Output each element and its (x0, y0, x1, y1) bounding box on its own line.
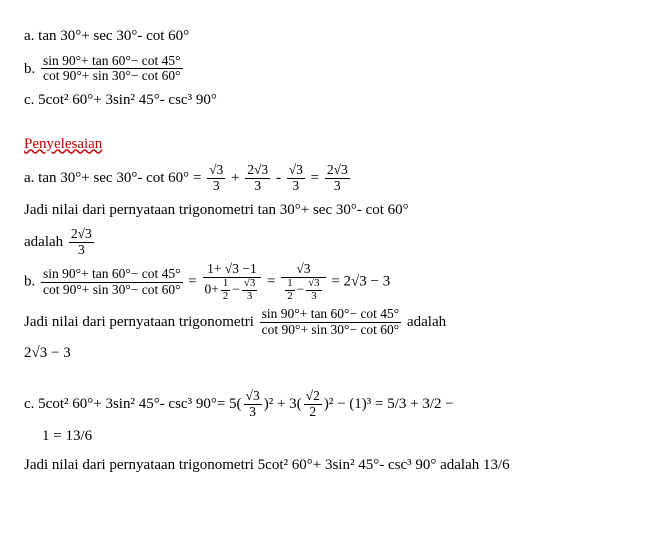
equals-sign: = (188, 274, 200, 290)
sol-a-frac1: √3 3 (207, 163, 225, 194)
frac-den: 2 (304, 405, 322, 420)
frac-den: 2 (285, 291, 294, 303)
adalah-text: adalah (24, 234, 67, 250)
frac-den: 3 (69, 243, 94, 258)
spacer (24, 371, 623, 385)
solution-a-line: a. tan 30°+ sec 30°- cot 60° = √3 3 + 2√… (24, 163, 623, 194)
nested-frac: 12 (221, 278, 230, 303)
frac-den: 3 (306, 291, 321, 303)
sol-b-m2: √3 12−√33 (281, 262, 325, 303)
problem-b-fraction: sin 90°+ tan 60°− cot 45° cot 90°+ sin 3… (41, 54, 183, 85)
minus-sign: − (232, 281, 240, 296)
solution-c-line1: c. 5cot² 60°+ 3sin² 45°- csc³ 90°= 5(√33… (24, 389, 623, 420)
plus-sign: + (231, 170, 243, 186)
solution-c-conclusion: Jadi nilai dari pernyataan trigonometri … (24, 453, 623, 479)
sol-b-label: b. (24, 274, 35, 290)
equals-sign: = (267, 274, 279, 290)
sol-a-frac3: √3 3 (287, 163, 305, 194)
frac-num: √3 (281, 262, 325, 278)
frac-num: sin 90°+ tan 60°− cot 45° (41, 267, 183, 283)
heading-penyelesaian: Penyelesaian (24, 132, 623, 158)
nested-frac: √33 (306, 278, 321, 303)
problem-b-label: b. (24, 60, 35, 76)
sol-c-frac2: √22 (304, 389, 322, 420)
sol-c-mid2: )² − (1)³ = 5/3 + 3/2 − (324, 396, 454, 412)
frac-num: √3 (207, 163, 225, 179)
frac-num: 2√3 (69, 227, 94, 243)
den-pre: 0+ (205, 281, 219, 296)
solution-a-result: adalah 2√3 3 (24, 227, 623, 258)
equals-sign: = (311, 170, 323, 186)
solution-a-conclusion: Jadi nilai dari pernyataan trigonometri … (24, 198, 623, 224)
sol-a-frac2: 2√3 3 (245, 163, 270, 194)
solution-b-result: 2√3 − 3 (24, 341, 623, 367)
frac-den: 12−√33 (281, 278, 325, 303)
concl-pre: Jadi nilai dari pernyataan trigonometri (24, 313, 258, 329)
frac-num: √3 (242, 278, 257, 291)
frac-den: 3 (245, 179, 270, 194)
frac-num: 1 (221, 278, 230, 291)
problem-a: a. tan 30°+ sec 30°- cot 60° (24, 24, 623, 50)
frac-num: √3 (306, 278, 321, 291)
sol-b-concl-frac: sin 90°+ tan 60°− cot 45° cot 90°+ sin 3… (260, 307, 402, 338)
frac-num: sin 90°+ tan 60°− cot 45° (260, 307, 402, 323)
sol-c-pre: c. 5cot² 60°+ 3sin² 45°- csc³ 90°= 5( (24, 396, 242, 412)
sol-b-result-inline: = 2√3 − 3 (331, 274, 390, 290)
problem-b-den: cot 90°+ sin 30°− cot 60° (41, 69, 183, 84)
minus-sign: - (276, 170, 285, 186)
solution-b-conclusion: Jadi nilai dari pernyataan trigonometri … (24, 307, 623, 338)
problem-b: b. sin 90°+ tan 60°− cot 45° cot 90°+ si… (24, 54, 623, 85)
solution-c-line2: 1 = 13/6 (24, 424, 623, 450)
sol-c-frac1: √33 (244, 389, 262, 420)
frac-num: 1+ √3 −1 (203, 262, 262, 278)
nested-frac: 12 (285, 278, 294, 303)
sol-b-m1: 1+ √3 −1 0+12−√33 (203, 262, 262, 303)
frac-num: √2 (304, 389, 322, 405)
frac-den: 3 (242, 291, 257, 303)
frac-den: 3 (207, 179, 225, 194)
frac-den: 3 (325, 179, 350, 194)
frac-num: 2√3 (245, 163, 270, 179)
problem-c: c. 5cot² 60°+ 3sin² 45°- csc³ 90° (24, 88, 623, 114)
minus-sign: − (297, 281, 305, 296)
sol-c-mid1: )² + 3( (264, 396, 302, 412)
problem-b-num: sin 90°+ tan 60°− cot 45° (41, 54, 183, 70)
frac-den: 2 (221, 291, 230, 303)
sol-a-prefix: a. tan 30°+ sec 30°- cot 60° = (24, 170, 205, 186)
frac-num: √3 (287, 163, 305, 179)
frac-num: √3 (244, 389, 262, 405)
frac-num: 1 (285, 278, 294, 291)
sol-a-result-frac: 2√3 3 (69, 227, 94, 258)
sol-b-lhs: sin 90°+ tan 60°− cot 45° cot 90°+ sin 3… (41, 267, 183, 298)
frac-den: cot 90°+ sin 30°− cot 60° (260, 323, 402, 338)
frac-num: 2√3 (325, 163, 350, 179)
solution-b-line: b. sin 90°+ tan 60°− cot 45° cot 90°+ si… (24, 262, 623, 303)
frac-den: 3 (287, 179, 305, 194)
sol-a-frac4: 2√3 3 (325, 163, 350, 194)
nested-frac: √33 (242, 278, 257, 303)
frac-den: 0+12−√33 (203, 278, 262, 303)
adalah-text: adalah (407, 313, 446, 329)
frac-den: 3 (244, 405, 262, 420)
frac-den: cot 90°+ sin 30°− cot 60° (41, 283, 183, 298)
